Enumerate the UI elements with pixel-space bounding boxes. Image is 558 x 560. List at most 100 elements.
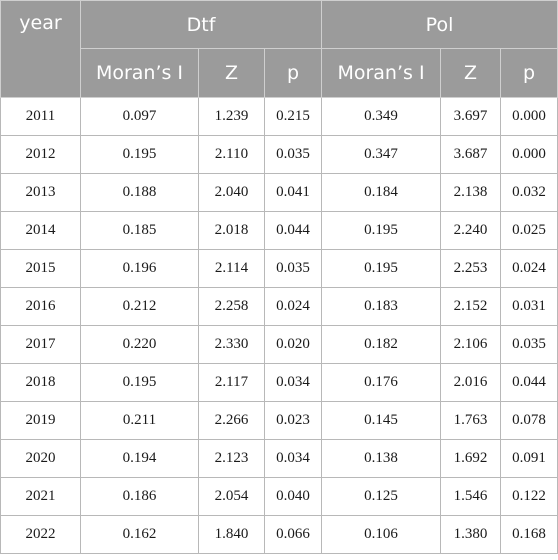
header-pol-z: Z — [440, 48, 502, 98]
dtf-morans-i-cell: 0.186 — [80, 477, 199, 516]
dtf-p-cell: 0.024 — [263, 287, 323, 326]
dtf-p-cell: 0.040 — [263, 477, 323, 516]
header-pol-p: p — [500, 48, 558, 98]
dtf-morans-i-cell: 0.185 — [80, 211, 199, 250]
pol-z-cell: 2.253 — [440, 249, 502, 288]
year-cell: 2014 — [0, 211, 81, 250]
dtf-z-cell: 1.239 — [198, 97, 265, 136]
header-group-pol: Pol — [321, 0, 558, 49]
header-dtf-morans-i: Moran’s I — [80, 48, 199, 98]
pol-p-cell: 0.025 — [500, 211, 558, 250]
dtf-z-cell: 2.330 — [198, 325, 265, 364]
pol-z-cell: 2.240 — [440, 211, 502, 250]
dtf-morans-i-cell: 0.195 — [80, 135, 199, 174]
table-row: 2020 0.194 2.123 0.034 0.138 1.692 0.091 — [0, 439, 558, 478]
header-pol-morans-i: Moran’s I — [321, 48, 442, 98]
year-cell: 2015 — [0, 249, 81, 288]
header-dtf-p: p — [263, 48, 323, 98]
year-cell: 2019 — [0, 401, 81, 440]
pol-z-cell: 2.138 — [440, 173, 502, 212]
dtf-morans-i-cell: 0.194 — [80, 439, 199, 478]
year-cell: 2021 — [0, 477, 81, 516]
year-cell: 2012 — [0, 135, 81, 174]
table-row: 2022 0.162 1.840 0.066 0.106 1.380 0.168 — [0, 515, 558, 554]
pol-z-cell: 2.016 — [440, 363, 502, 402]
header-row-groups: year Dtf Pol — [0, 0, 558, 98]
table-row: 2013 0.188 2.040 0.041 0.184 2.138 0.032 — [0, 173, 558, 212]
table-row: 2021 0.186 2.054 0.040 0.125 1.546 0.122 — [0, 477, 558, 516]
dtf-morans-i-cell: 0.211 — [80, 401, 199, 440]
pol-morans-i-cell: 0.184 — [321, 173, 442, 212]
dtf-p-cell: 0.215 — [263, 97, 323, 136]
dtf-morans-i-cell: 0.097 — [80, 97, 199, 136]
dtf-z-cell: 2.114 — [198, 249, 265, 288]
pol-p-cell: 0.168 — [500, 515, 558, 554]
pol-z-cell: 2.106 — [440, 325, 502, 364]
pol-morans-i-cell: 0.195 — [321, 249, 442, 288]
year-cell: 2016 — [0, 287, 81, 326]
pol-p-cell: 0.044 — [500, 363, 558, 402]
dtf-morans-i-cell: 0.196 — [80, 249, 199, 288]
pol-morans-i-cell: 0.125 — [321, 477, 442, 516]
dtf-morans-i-cell: 0.212 — [80, 287, 199, 326]
table-header: year Dtf Pol Moran’s I Z p Moran’s I Z p — [0, 0, 558, 98]
pol-morans-i-cell: 0.195 — [321, 211, 442, 250]
dtf-morans-i-cell: 0.195 — [80, 363, 199, 402]
dtf-p-cell: 0.034 — [263, 363, 323, 402]
dtf-z-cell: 2.123 — [198, 439, 265, 478]
header-year: year — [0, 0, 81, 98]
table-row: 2018 0.195 2.117 0.034 0.176 2.016 0.044 — [0, 363, 558, 402]
pol-morans-i-cell: 0.145 — [321, 401, 442, 440]
dtf-z-cell: 2.040 — [198, 173, 265, 212]
dtf-p-cell: 0.066 — [263, 515, 323, 554]
pol-z-cell: 3.687 — [440, 135, 502, 174]
pol-z-cell: 1.692 — [440, 439, 502, 478]
pol-morans-i-cell: 0.347 — [321, 135, 442, 174]
dtf-z-cell: 2.018 — [198, 211, 265, 250]
year-cell: 2011 — [0, 97, 81, 136]
year-cell: 2018 — [0, 363, 81, 402]
dtf-p-cell: 0.041 — [263, 173, 323, 212]
pol-morans-i-cell: 0.106 — [321, 515, 442, 554]
dtf-morans-i-cell: 0.188 — [80, 173, 199, 212]
table-row: 2012 0.195 2.110 0.035 0.347 3.687 0.000 — [0, 135, 558, 174]
header-row-stats: Moran’s I Z p Moran’s I Z p — [1, 48, 558, 98]
pol-morans-i-cell: 0.182 — [321, 325, 442, 364]
dtf-p-cell: 0.035 — [263, 249, 323, 288]
table-row: 2015 0.196 2.114 0.035 0.195 2.253 0.024 — [0, 249, 558, 288]
pol-p-cell: 0.031 — [500, 287, 558, 326]
header-group-dtf: Dtf — [79, 0, 323, 49]
dtf-p-cell: 0.023 — [263, 401, 323, 440]
dtf-p-cell: 0.044 — [263, 211, 323, 250]
dtf-p-cell: 0.035 — [263, 135, 323, 174]
dtf-z-cell: 2.266 — [198, 401, 265, 440]
pol-z-cell: 2.152 — [440, 287, 502, 326]
dtf-z-cell: 1.840 — [198, 515, 265, 554]
year-cell: 2013 — [0, 173, 81, 212]
dtf-p-cell: 0.020 — [263, 325, 323, 364]
dtf-z-cell: 2.258 — [198, 287, 265, 326]
dtf-z-cell: 2.054 — [198, 477, 265, 516]
pol-morans-i-cell: 0.349 — [321, 97, 442, 136]
table-body: 2011 0.097 1.239 0.215 0.349 3.697 0.000 2012 0.… — [0, 97, 558, 554]
pol-p-cell: 0.122 — [500, 477, 558, 516]
pol-z-cell: 3.697 — [440, 97, 502, 136]
pol-p-cell: 0.024 — [500, 249, 558, 288]
dtf-morans-i-cell: 0.162 — [80, 515, 199, 554]
pol-p-cell: 0.078 — [500, 401, 558, 440]
year-cell: 2022 — [0, 515, 81, 554]
year-cell: 2020 — [0, 439, 81, 478]
table-row: 2017 0.220 2.330 0.020 0.182 2.106 0.035 — [0, 325, 558, 364]
dtf-z-cell: 2.110 — [198, 135, 265, 174]
pol-morans-i-cell: 0.176 — [321, 363, 442, 402]
pol-p-cell: 0.000 — [500, 135, 558, 174]
table-row: 2011 0.097 1.239 0.215 0.349 3.697 0.000 — [0, 97, 558, 136]
pol-p-cell: 0.035 — [500, 325, 558, 364]
table-row: 2016 0.212 2.258 0.024 0.183 2.152 0.031 — [0, 287, 558, 326]
table-row: 2019 0.211 2.266 0.023 0.145 1.763 0.078 — [0, 401, 558, 440]
pol-z-cell: 1.763 — [440, 401, 502, 440]
dtf-z-cell: 2.117 — [198, 363, 265, 402]
pol-p-cell: 0.032 — [500, 173, 558, 212]
header-dtf-z: Z — [198, 48, 265, 98]
